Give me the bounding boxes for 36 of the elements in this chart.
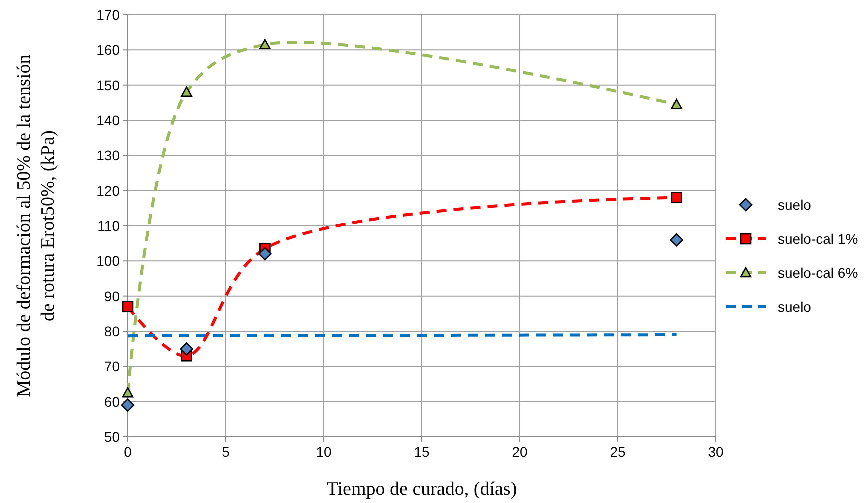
y-tick-label: 140 <box>96 112 120 128</box>
point <box>180 342 194 356</box>
point <box>258 247 272 261</box>
x-tick-label: 10 <box>316 444 332 460</box>
y-tick-label: 170 <box>96 7 120 23</box>
point <box>671 192 682 204</box>
x-tick-label: 5 <box>222 444 230 460</box>
x-tick-label: 30 <box>708 444 724 460</box>
x-tick-label: 25 <box>610 444 626 460</box>
y-tick-label: 60 <box>104 394 120 410</box>
y-tick-label: 100 <box>96 253 120 270</box>
x-tick-label: 15 <box>414 444 430 460</box>
legend-label: suelo-cal 1% <box>778 231 858 247</box>
point <box>260 39 271 50</box>
y-tick-label: 50 <box>104 429 120 445</box>
legend-label: suelo <box>778 299 812 315</box>
y-tick-label: 110 <box>98 218 120 234</box>
x-tick-label: 0 <box>124 444 132 460</box>
y-tick-label: 160 <box>96 42 120 58</box>
x-axis-title: Tiempo de curado, (días) <box>326 479 518 500</box>
y-tick-label: 150 <box>96 77 120 94</box>
y-axis-title: Módulo de deformación al 50% de la tensión de rotura Erot50%, (kPa) <box>14 54 59 398</box>
point <box>122 301 134 313</box>
point <box>121 398 135 412</box>
legend-label: suelo-cal 6% <box>778 265 858 281</box>
y-tick-label: 70 <box>104 358 120 375</box>
point <box>181 86 192 98</box>
point <box>670 233 684 247</box>
point <box>122 387 134 398</box>
legend-label: suelo <box>778 197 812 213</box>
y-tick-label: 130 <box>96 148 120 164</box>
y-tick-label: 120 <box>96 182 120 199</box>
y-tick-label: 80 <box>104 324 120 340</box>
point <box>671 99 682 110</box>
x-tick-label: 20 <box>512 444 528 460</box>
y-tick-label: 90 <box>104 288 120 304</box>
